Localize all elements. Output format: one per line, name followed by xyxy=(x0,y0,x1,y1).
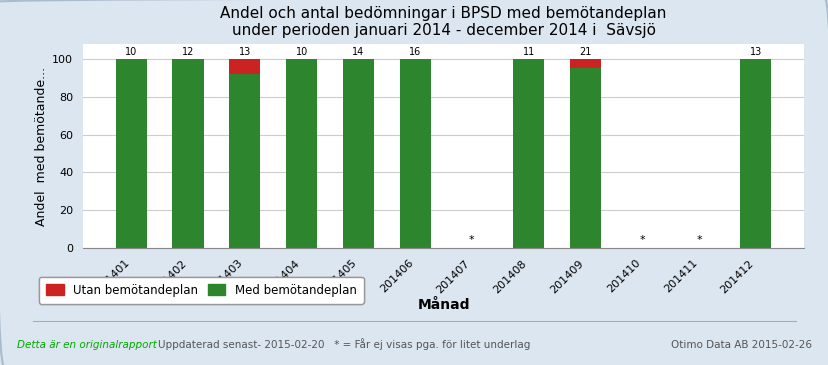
Bar xyxy=(286,59,317,248)
Bar xyxy=(342,59,373,248)
Text: 13: 13 xyxy=(749,47,761,57)
Bar xyxy=(229,59,260,73)
Text: Uppdaterad senast- 2015-02-20   * = Får ej visas pga. för litet underlag: Uppdaterad senast- 2015-02-20 * = Får ej… xyxy=(157,338,529,350)
Text: 10: 10 xyxy=(295,47,307,57)
Text: Otimo Data AB 2015-02-26: Otimo Data AB 2015-02-26 xyxy=(671,341,811,350)
Text: 11: 11 xyxy=(522,47,534,57)
Bar xyxy=(569,68,600,248)
Bar xyxy=(513,59,544,248)
Bar xyxy=(229,73,260,248)
Text: 21: 21 xyxy=(579,47,591,57)
Title: Andel och antal bedömningar i BPSD med bemötandeplan
under perioden januari 2014: Andel och antal bedömningar i BPSD med b… xyxy=(220,6,666,38)
Text: *: * xyxy=(469,235,474,245)
Text: *: * xyxy=(696,235,701,245)
Y-axis label: Andel  med bemötande...: Andel med bemötande... xyxy=(35,66,48,226)
Bar xyxy=(569,59,600,68)
Text: 13: 13 xyxy=(238,47,251,57)
Text: 10: 10 xyxy=(125,47,137,57)
Text: Detta är en originalrapport: Detta är en originalrapport xyxy=(17,341,156,350)
Text: 12: 12 xyxy=(181,47,194,57)
Legend: Utan bemötandeplan, Med bemötandeplan: Utan bemötandeplan, Med bemötandeplan xyxy=(39,277,363,304)
Text: 16: 16 xyxy=(408,47,421,57)
Bar xyxy=(399,59,431,248)
X-axis label: Månad: Månad xyxy=(416,298,469,312)
Bar xyxy=(739,59,770,248)
Text: *: * xyxy=(638,235,644,245)
Bar xyxy=(116,59,147,248)
Text: 14: 14 xyxy=(352,47,364,57)
Bar xyxy=(172,59,204,248)
